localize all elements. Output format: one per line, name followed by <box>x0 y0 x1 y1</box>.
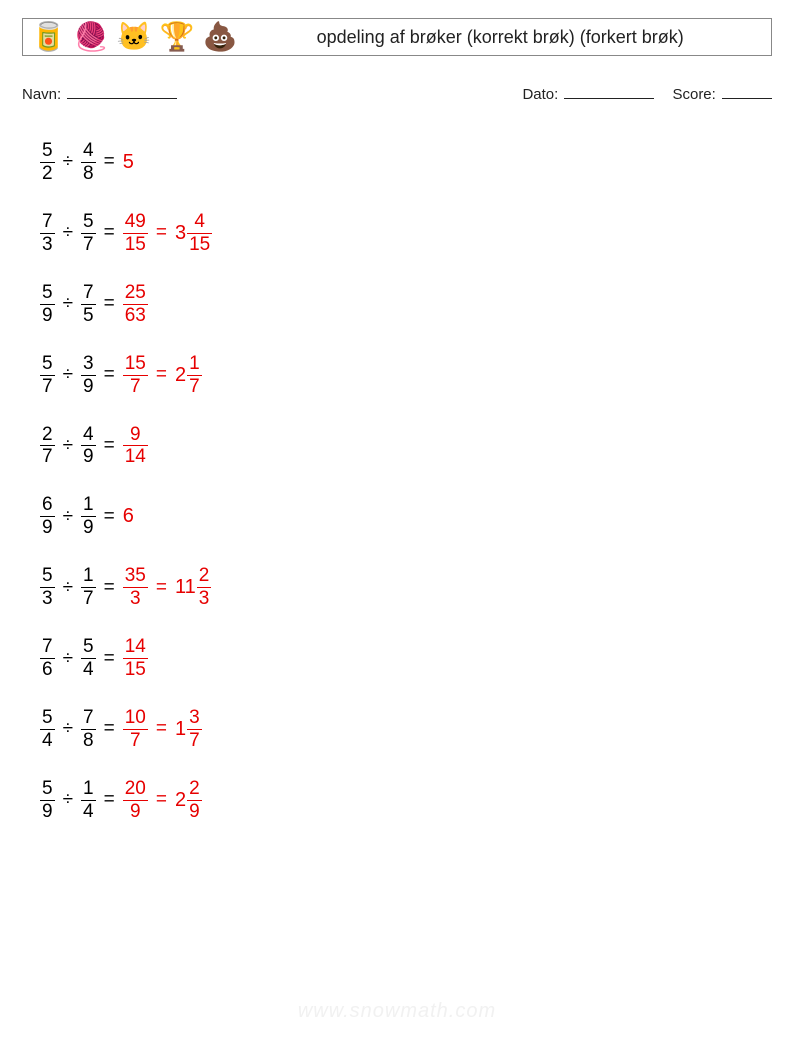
equals-sign: = <box>156 364 167 386</box>
answer-int: 6 <box>123 505 134 528</box>
fraction: 53 <box>40 566 55 609</box>
score-label: Score: <box>672 86 715 103</box>
divide-operator: ÷ <box>63 506 73 528</box>
equals-sign: = <box>104 364 115 386</box>
equals-sign: = <box>104 222 115 244</box>
fraction: 69 <box>40 495 55 538</box>
fraction: 49 <box>81 425 96 468</box>
header-icon-4: 💩 <box>203 23 238 51</box>
fraction: 78 <box>81 708 96 751</box>
divide-operator: ÷ <box>63 648 73 670</box>
answer-int: 5 <box>123 151 134 174</box>
fraction: 59 <box>40 283 55 326</box>
score-blank[interactable] <box>722 84 772 99</box>
divide-operator: ÷ <box>63 364 73 386</box>
divide-operator: ÷ <box>63 435 73 457</box>
header-box: 🥫 🧶 🐱 🏆 💩 opdeling af brøker (korrekt brøk) … <box>22 18 772 56</box>
equals-sign: = <box>156 718 167 740</box>
answer-fraction: 209 <box>123 779 148 822</box>
problem-row: 27 ÷ 49 = 914 <box>40 425 772 468</box>
problem-row: 57 ÷ 39 = 157 = 217 <box>40 354 772 397</box>
problem-row: 59 ÷ 75 = 2563 <box>40 283 772 326</box>
divide-operator: ÷ <box>63 577 73 599</box>
equals-sign: = <box>156 577 167 599</box>
problem-row: 76 ÷ 54 = 1415 <box>40 637 772 680</box>
name-field: Navn: <box>22 84 522 103</box>
divide-operator: ÷ <box>63 293 73 315</box>
problem-row: 73 ÷ 57 = 4915 = 3415 <box>40 212 772 255</box>
fraction: 17 <box>187 354 202 397</box>
equals-sign: = <box>104 506 115 528</box>
fraction: 415 <box>187 212 212 255</box>
date-field: Dato: <box>522 84 654 103</box>
fraction: 54 <box>81 637 96 680</box>
fraction: 27 <box>40 425 55 468</box>
answer-mixed: 229 <box>175 779 202 822</box>
fraction: 57 <box>40 354 55 397</box>
fraction: 19 <box>81 495 96 538</box>
answer-mixed: 1123 <box>175 566 211 609</box>
meta-row: Navn: Dato: Score: <box>22 84 772 103</box>
fraction: 57 <box>81 212 96 255</box>
fraction: 54 <box>40 708 55 751</box>
fraction: 75 <box>81 283 96 326</box>
answer-fraction: 1415 <box>123 637 148 680</box>
problem-row: 54 ÷ 78 = 107 = 137 <box>40 708 772 751</box>
divide-operator: ÷ <box>63 222 73 244</box>
divide-operator: ÷ <box>63 151 73 173</box>
score-field: Score: <box>672 84 772 103</box>
worksheet-page: 🥫 🧶 🐱 🏆 💩 opdeling af brøker (korrekt brøk) … <box>0 0 794 1053</box>
equals-sign: = <box>156 222 167 244</box>
answer-fraction: 4915 <box>123 212 148 255</box>
header-icons: 🥫 🧶 🐱 🏆 💩 <box>31 23 237 51</box>
fraction: 52 <box>40 141 55 184</box>
equals-sign: = <box>104 293 115 315</box>
problems-list: 52 ÷ 48 = 5 73 ÷ 57 = 4915 = 3415 59 ÷ 75 = 2563 57 ÷ 39 = 15… <box>40 141 772 822</box>
date-blank[interactable] <box>564 84 654 99</box>
watermark: www.snowmath.com <box>0 1000 794 1023</box>
fraction: 76 <box>40 637 55 680</box>
divide-operator: ÷ <box>63 789 73 811</box>
answer-fraction: 107 <box>123 708 148 751</box>
problem-row: 59 ÷ 14 = 209 = 229 <box>40 779 772 822</box>
answer-fraction: 157 <box>123 354 148 397</box>
name-label: Navn: <box>22 86 61 103</box>
answer-mixed: 3415 <box>175 212 212 255</box>
header-icon-0: 🥫 <box>31 23 66 51</box>
fraction: 14 <box>81 779 96 822</box>
equals-sign: = <box>104 648 115 670</box>
equals-sign: = <box>104 577 115 599</box>
name-blank[interactable] <box>67 84 177 99</box>
header-icon-3: 🏆 <box>160 23 195 51</box>
equals-sign: = <box>104 151 115 173</box>
equals-sign: = <box>104 789 115 811</box>
fraction: 73 <box>40 212 55 255</box>
problem-row: 52 ÷ 48 = 5 <box>40 141 772 184</box>
fraction: 37 <box>187 708 202 751</box>
fraction: 23 <box>197 566 212 609</box>
answer-fraction: 2563 <box>123 283 148 326</box>
header-icon-1: 🧶 <box>74 23 109 51</box>
header-icon-2: 🐱 <box>117 23 152 51</box>
fraction: 29 <box>187 779 202 822</box>
answer-fraction: 353 <box>123 566 148 609</box>
problem-row: 69 ÷ 19 = 6 <box>40 495 772 538</box>
answer-mixed: 137 <box>175 708 202 751</box>
answer-mixed: 217 <box>175 354 202 397</box>
fraction: 17 <box>81 566 96 609</box>
worksheet-title: opdeling af brøker (korrekt brøk) (forke… <box>237 25 763 50</box>
fraction: 39 <box>81 354 96 397</box>
problem-row: 53 ÷ 17 = 353 = 1123 <box>40 566 772 609</box>
divide-operator: ÷ <box>63 718 73 740</box>
equals-sign: = <box>156 789 167 811</box>
fraction: 48 <box>81 141 96 184</box>
date-label: Dato: <box>522 86 558 103</box>
equals-sign: = <box>104 718 115 740</box>
answer-fraction: 914 <box>123 425 148 468</box>
fraction: 59 <box>40 779 55 822</box>
equals-sign: = <box>104 435 115 457</box>
